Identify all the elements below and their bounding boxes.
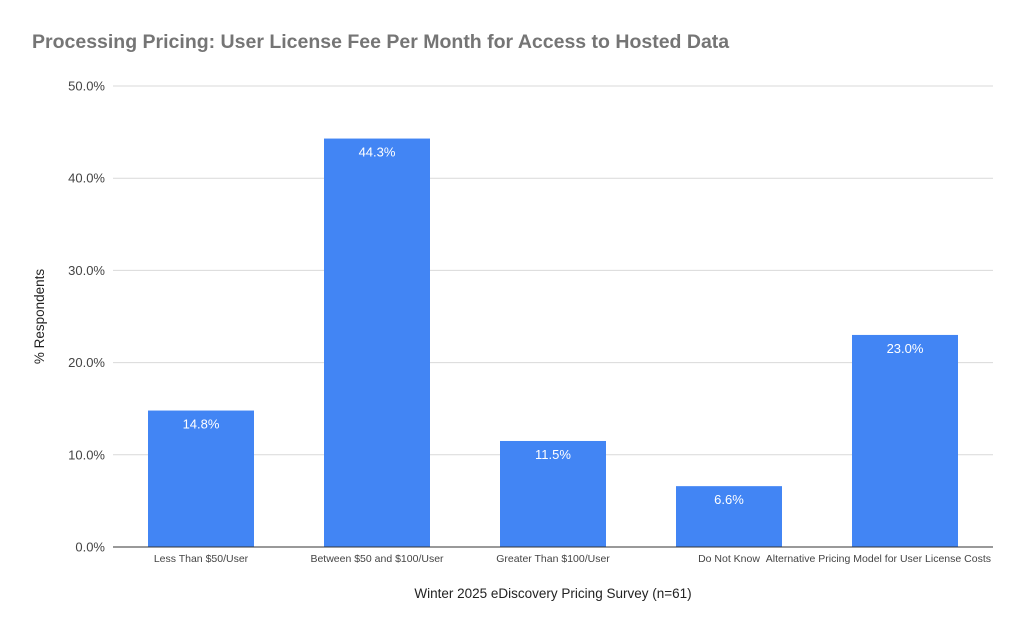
chart-title: Processing Pricing: User License Fee Per… bbox=[32, 31, 730, 53]
y-axis-title: % Respondents bbox=[32, 269, 47, 365]
x-category-label: Less Than $50/User bbox=[154, 553, 249, 565]
bar bbox=[324, 138, 430, 547]
x-axis-categories: Less Than $50/User Between $50 and $100/U… bbox=[154, 553, 991, 565]
bar bbox=[148, 410, 254, 547]
x-category-label: Between $50 and $100/User bbox=[310, 553, 444, 565]
bar bbox=[852, 334, 958, 547]
x-category-label: Alternative Pricing Model for User Licen… bbox=[766, 553, 991, 565]
bar bbox=[500, 440, 606, 547]
bar-value-label: 23.0% bbox=[887, 341, 924, 356]
y-tick-label: 40.0% bbox=[68, 171, 105, 186]
bar-value-label: 44.3% bbox=[359, 145, 396, 160]
x-category-label: Greater Than $100/User bbox=[496, 553, 610, 565]
bar bbox=[676, 486, 782, 547]
y-tick-label: 20.0% bbox=[68, 355, 105, 370]
y-tick-label: 0.0% bbox=[75, 540, 105, 555]
y-tick-label: 50.0% bbox=[68, 79, 105, 94]
x-axis-title: Winter 2025 eDiscovery Pricing Survey (n… bbox=[414, 586, 691, 601]
y-tick-label: 10.0% bbox=[68, 447, 105, 462]
bar-value-label: 14.8% bbox=[183, 417, 220, 432]
bar-value-label: 11.5% bbox=[535, 447, 571, 462]
y-tick-label: 30.0% bbox=[68, 263, 105, 278]
bars: 14.8% 44.3% 11.5% 6.6% 23.0% bbox=[148, 138, 958, 547]
x-category-label: Do Not Know bbox=[698, 553, 760, 565]
bar-value-label: 6.6% bbox=[714, 492, 744, 507]
y-axis-ticks: 0.0% 10.0% 20.0% 30.0% 40.0% 50.0% bbox=[68, 79, 105, 555]
